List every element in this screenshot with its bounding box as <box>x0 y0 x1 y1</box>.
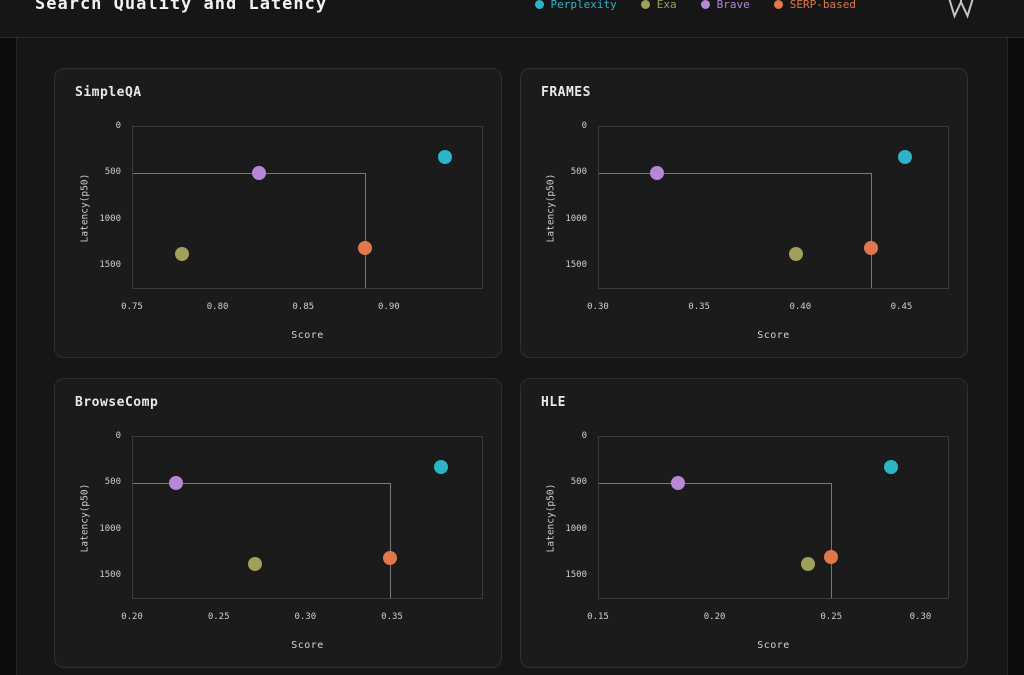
ref-line-horizontal <box>599 173 871 175</box>
chart-title: FRAMES <box>541 85 591 100</box>
data-point-Brave <box>169 476 184 491</box>
x-axis-ticks: 0.75 0.80 0.85 0.90 <box>121 302 483 314</box>
x-axis-label: Score <box>291 330 324 341</box>
data-point-SERP-based <box>823 550 838 565</box>
legend-dot-icon <box>773 0 783 9</box>
y-tick-label: 0 <box>581 431 587 441</box>
x-tick-label: 0.90 <box>377 302 400 312</box>
data-point-Brave <box>650 166 665 181</box>
legend-dot-icon <box>640 0 650 9</box>
y-tick-label: 0 <box>115 121 121 131</box>
x-tick-label: 0.15 <box>587 612 609 622</box>
w-mark-logo-icon <box>946 0 976 23</box>
chart-title: BrowseComp <box>75 395 159 410</box>
y-tick-label: 500 <box>104 477 121 488</box>
data-point-Perplexity <box>437 150 452 165</box>
x-tick-label: 0.30 <box>587 302 609 312</box>
y-axis-ticks: 0 500 1000 1500 <box>55 431 121 599</box>
chart-card-FRAMES: FRAMES Latency(p50) 0 500 1000 1500 0.30 0.35 0.… <box>520 68 968 358</box>
x-tick-label: 0.35 <box>688 302 710 312</box>
y-tick-label: 0 <box>581 121 587 131</box>
data-point-Brave <box>251 166 266 181</box>
chart-title: SimpleQA <box>75 85 142 100</box>
data-point-Exa <box>800 557 815 572</box>
x-tick-label: 0.20 <box>703 612 726 622</box>
plot-area <box>132 126 483 289</box>
data-point-Exa <box>175 246 190 261</box>
data-point-Exa <box>789 246 804 261</box>
legend-item-Brave[interactable]: Brave <box>700 0 750 11</box>
x-tick-label: 0.30 <box>294 612 317 622</box>
data-point-Exa <box>248 557 263 572</box>
data-point-SERP-based <box>382 551 397 566</box>
x-axis-ticks: 0.15 0.20 0.25 0.30 <box>587 612 949 624</box>
chart-card-SimpleQA: SimpleQA Latency(p50) 0 500 1000 1500 0.75 0.80… <box>54 68 502 358</box>
chart-title: HLE <box>541 395 566 410</box>
plot-area <box>598 436 949 599</box>
plot-area <box>598 126 949 289</box>
legend-label: Exa <box>656 0 677 11</box>
legend: Perplexity Exa Brave SERP-based <box>534 0 856 11</box>
data-point-Brave <box>670 476 685 491</box>
ref-line-horizontal <box>599 483 831 485</box>
y-tick-label: 1000 <box>99 523 121 534</box>
y-tick-label: 1000 <box>565 523 587 534</box>
y-tick-label: 1500 <box>565 569 587 580</box>
chart-card-BrowseComp: BrowseComp Latency(p50) 0 500 1000 1500 0.20 0.… <box>54 378 502 668</box>
y-axis-ticks: 0 500 1000 1500 <box>55 121 121 289</box>
x-axis-label: Score <box>757 330 790 341</box>
x-tick-label: 0.80 <box>206 302 229 312</box>
header: Search Quality and Latency Perplexity Exa… <box>0 0 1024 38</box>
y-tick-label: 1000 <box>565 213 587 224</box>
legend-label: SERP-based <box>789 0 856 11</box>
page-title: Search Quality and Latency <box>35 0 328 14</box>
x-tick-label: 0.25 <box>207 612 230 622</box>
x-axis-ticks: 0.20 0.25 0.30 0.35 <box>121 612 483 624</box>
legend-item-Exa[interactable]: Exa <box>640 0 677 11</box>
header-inner: Search Quality and Latency Perplexity Exa… <box>0 0 1024 30</box>
y-axis-ticks: 0 500 1000 1500 <box>521 431 587 599</box>
ref-line-horizontal <box>133 173 365 175</box>
x-tick-label: 0.75 <box>121 302 143 312</box>
x-tick-label: 0.40 <box>789 302 812 312</box>
x-tick-label: 0.45 <box>890 302 913 312</box>
ref-line-vertical <box>389 483 391 598</box>
data-point-Perplexity <box>884 460 899 475</box>
data-point-Perplexity <box>434 460 449 475</box>
data-point-SERP-based <box>863 241 878 256</box>
y-tick-label: 1500 <box>99 569 121 580</box>
x-axis-ticks: 0.30 0.35 0.40 0.45 <box>587 302 949 314</box>
y-tick-label: 1500 <box>99 259 121 270</box>
ref-line-vertical <box>830 483 832 598</box>
data-point-Perplexity <box>897 150 912 165</box>
y-tick-label: 1000 <box>99 213 121 224</box>
y-tick-label: 0 <box>115 431 121 441</box>
x-tick-label: 0.30 <box>909 612 932 622</box>
x-tick-label: 0.25 <box>820 612 843 622</box>
legend-label: Perplexity <box>550 0 617 11</box>
plot-area <box>132 436 483 599</box>
legend-label: Brave <box>716 0 750 11</box>
ref-line-horizontal <box>133 483 390 485</box>
x-axis-label: Score <box>291 640 324 651</box>
y-tick-label: 500 <box>570 477 587 488</box>
content-area: SimpleQA Latency(p50) 0 500 1000 1500 0.75 0.80… <box>16 38 1008 675</box>
x-tick-label: 0.85 <box>292 302 315 312</box>
legend-item-Perplexity[interactable]: Perplexity <box>534 0 617 11</box>
legend-dot-icon <box>700 0 710 9</box>
data-point-SERP-based <box>357 241 372 256</box>
y-tick-label: 500 <box>104 167 121 178</box>
legend-dot-icon <box>534 0 544 9</box>
x-tick-label: 0.20 <box>121 612 143 622</box>
y-tick-label: 1500 <box>565 259 587 270</box>
y-tick-label: 500 <box>570 167 587 178</box>
x-tick-label: 0.35 <box>381 612 403 622</box>
ref-line-vertical <box>364 173 366 288</box>
x-axis-label: Score <box>757 640 790 651</box>
charts-grid: SimpleQA Latency(p50) 0 500 1000 1500 0.75 0.80… <box>54 68 970 668</box>
y-axis-ticks: 0 500 1000 1500 <box>521 121 587 289</box>
ref-line-vertical <box>870 173 872 288</box>
legend-item-SERP-based[interactable]: SERP-based <box>773 0 856 11</box>
chart-card-HLE: HLE Latency(p50) 0 500 1000 1500 0.15 0.20 0.25 0… <box>520 378 968 668</box>
